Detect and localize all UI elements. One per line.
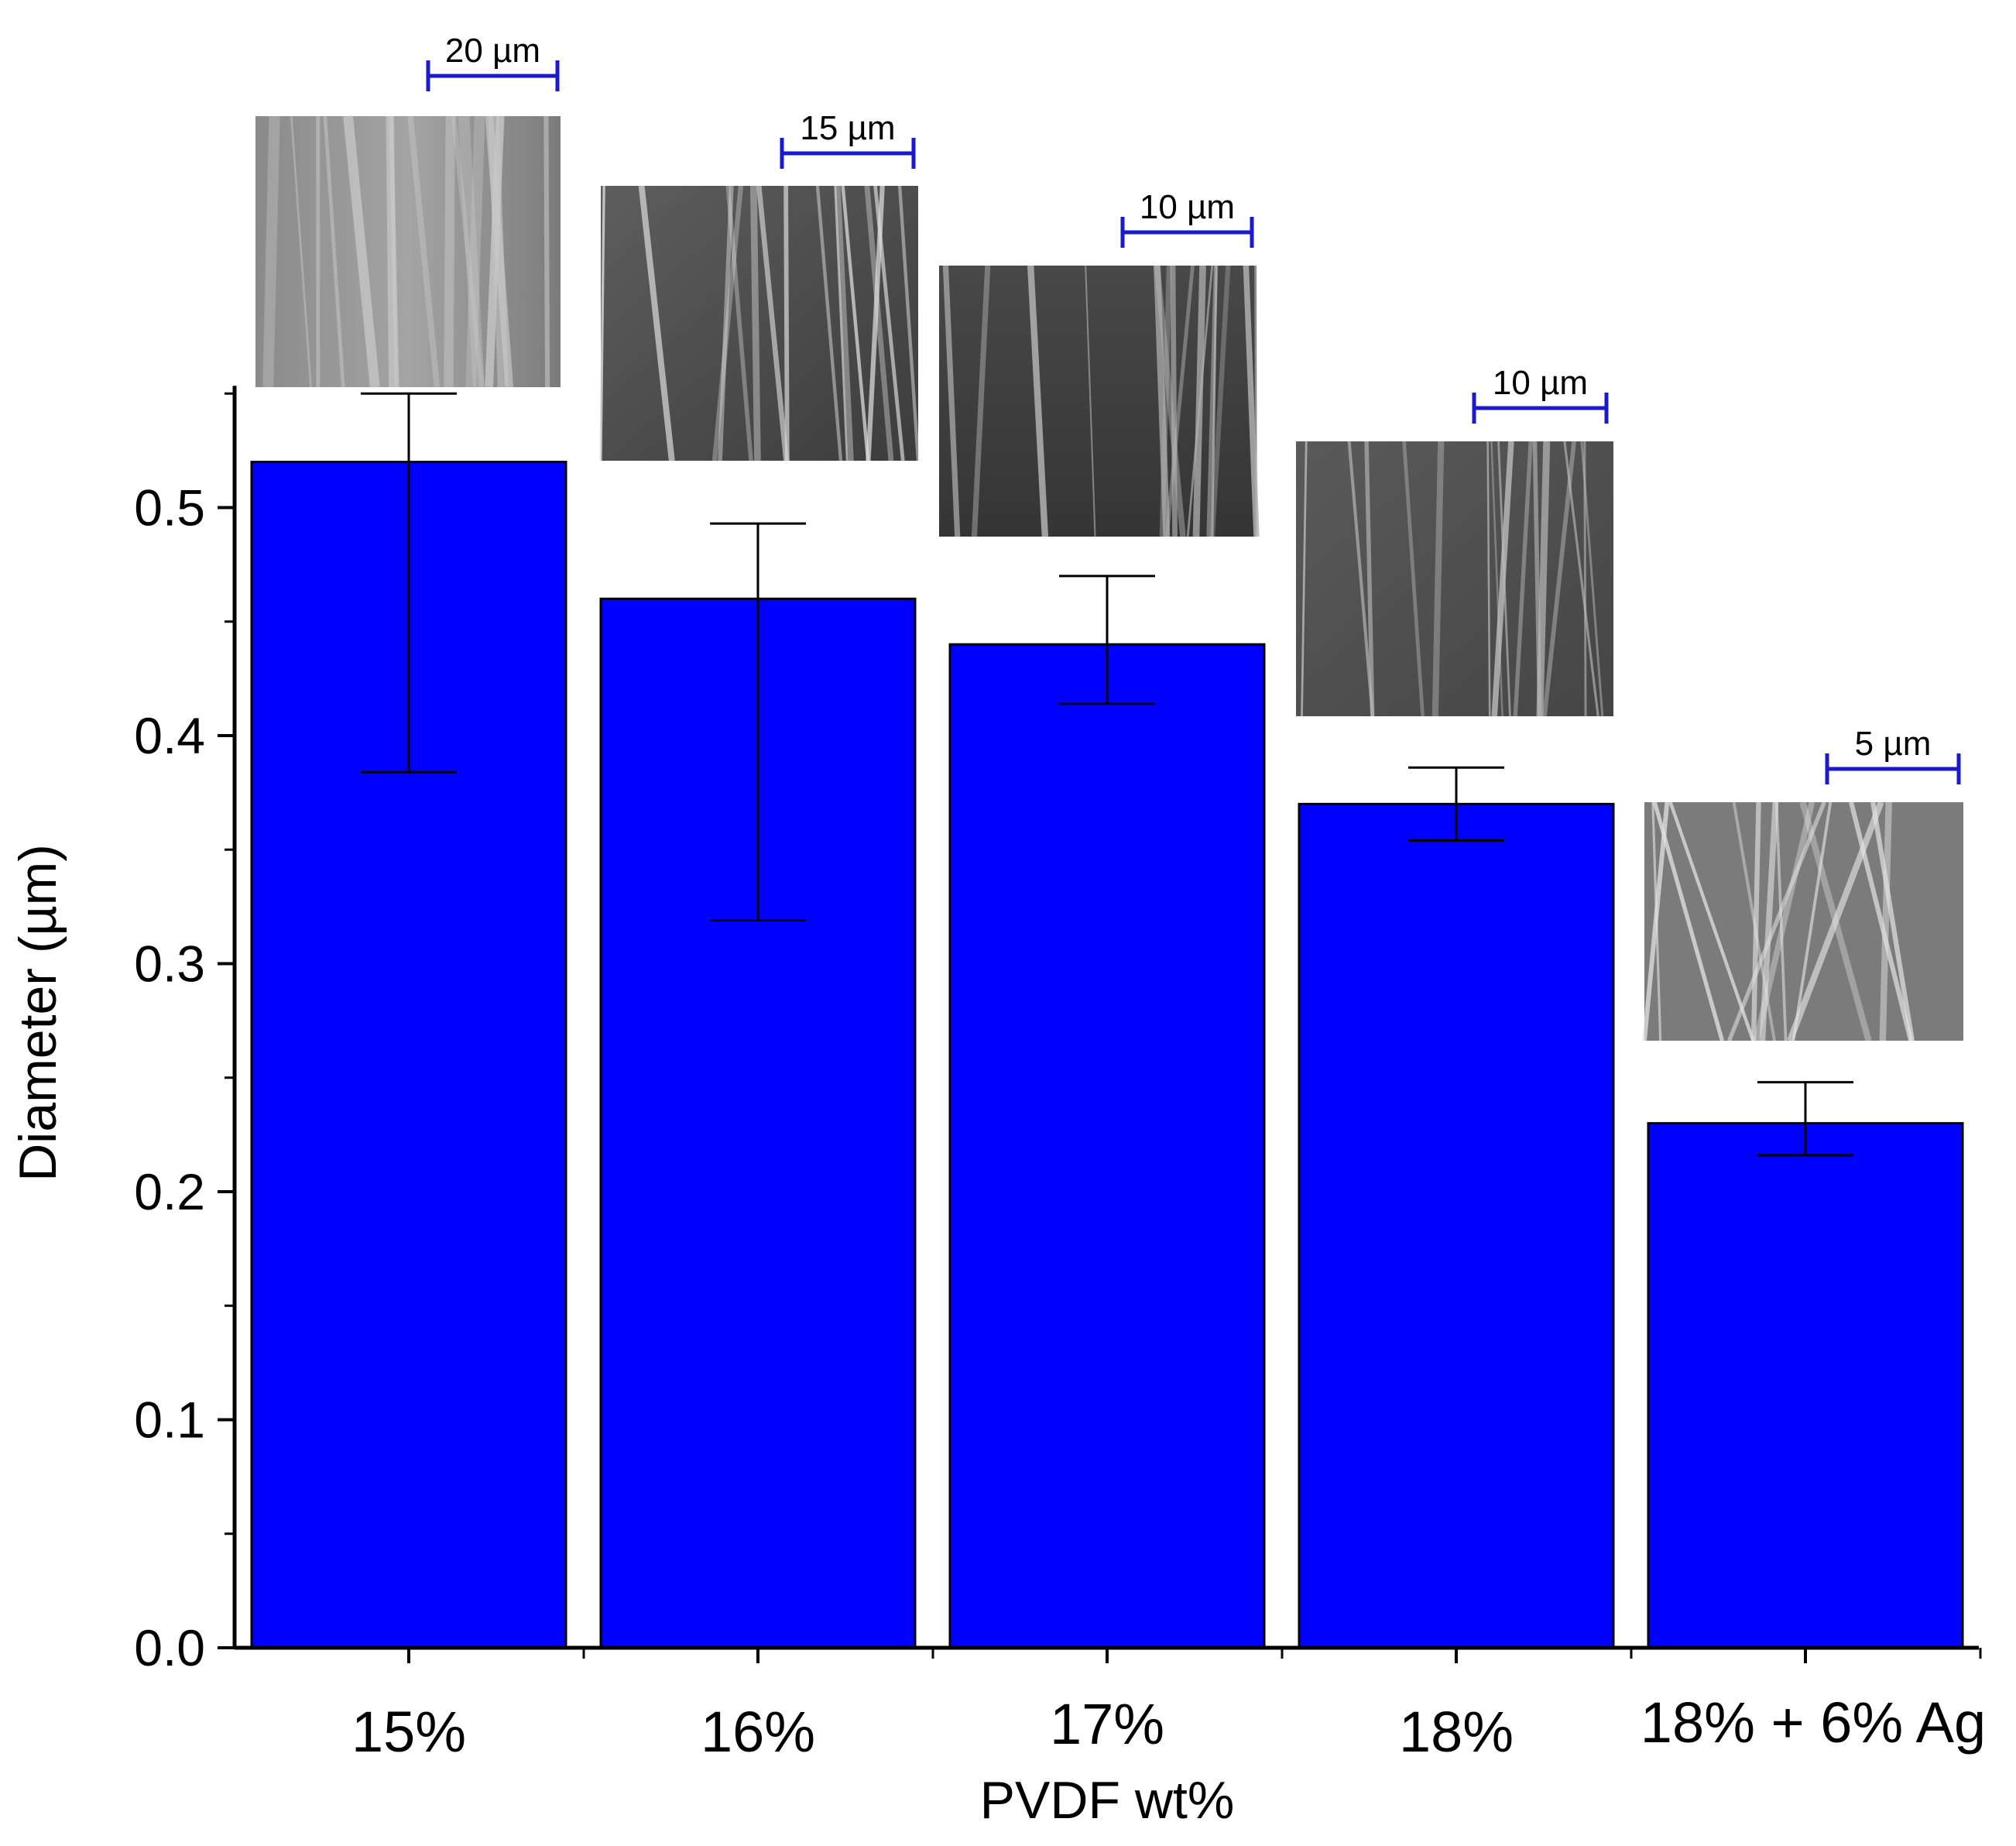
sem-fiber: [756, 185, 789, 462]
sem-fiber: [834, 185, 849, 462]
scale-bar-label: 20 µm: [445, 32, 540, 70]
sem-micrograph-inset: 20 µm: [255, 32, 561, 388]
y-tick-label: 0.3: [134, 935, 205, 993]
sem-fiber: [1750, 801, 1761, 1041]
sem-fiber: [1879, 801, 1892, 1041]
sem-fiber: [1159, 265, 1172, 537]
x-tick-label: 16%: [701, 1700, 815, 1764]
sem-fiber: [1491, 441, 1514, 717]
sem-image-background: [1296, 441, 1613, 716]
sem-fiber: [1186, 265, 1214, 537]
sem-fiber: [1774, 801, 1788, 1041]
sem-fiber: [1536, 441, 1551, 717]
sem-fiber: [1870, 801, 1915, 1041]
y-tick-label: 0.5: [134, 479, 205, 537]
sem-fiber: [835, 185, 854, 462]
sem-micrograph-inset: 5 µm: [1642, 725, 1963, 1042]
sem-fiber: [262, 115, 280, 388]
scale-bar-label: 10 µm: [1140, 188, 1235, 226]
scale-bar-label: 5 µm: [1855, 725, 1932, 763]
sem-fiber: [1759, 801, 1779, 1041]
sem-fiber: [783, 185, 790, 462]
sem-fiber: [1497, 441, 1511, 717]
sem-fiber: [599, 185, 605, 462]
sem-fiber: [407, 115, 441, 388]
x-tick-label: 18%: [1399, 1700, 1514, 1764]
sem-fiber: [1402, 441, 1425, 717]
sem-fiber: [1727, 801, 1826, 1041]
sem-fiber: [1085, 265, 1096, 537]
sem-fiber: [451, 115, 485, 388]
sem-fiber: [711, 185, 744, 462]
sem-fiber: [1347, 441, 1374, 717]
x-tick-label: 17%: [1050, 1692, 1164, 1756]
sem-fiber: [485, 115, 514, 388]
sem-fiber: [1027, 265, 1049, 537]
sem-fiber: [458, 115, 485, 388]
x-tick-label: 18% + 6% Ag: [1641, 1690, 1986, 1755]
sem-micrograph-inset: 10 µm: [939, 188, 1260, 537]
sem-fiber: [1486, 441, 1491, 717]
scale-bar-label: 15 µm: [800, 109, 895, 147]
y-axis-title: Diameter (µm): [9, 844, 67, 1182]
sem-fiber: [1243, 265, 1260, 537]
sem-fiber: [1154, 265, 1171, 537]
sem-fiber: [1849, 801, 1914, 1041]
sem-fiber: [864, 185, 894, 462]
sem-fiber: [543, 115, 550, 388]
sem-fiber: [1513, 441, 1533, 717]
sem-fiber: [1211, 265, 1218, 537]
y-tick-label: 0.4: [134, 707, 205, 764]
sem-fiber: [942, 265, 961, 537]
sem-fiber: [718, 185, 734, 462]
sem-fiber: [897, 185, 921, 462]
sem-fiber: [725, 185, 753, 462]
sem-fiber: [873, 185, 905, 462]
sem-fiber: [1791, 801, 1833, 1041]
y-tick-label: 0.0: [134, 1619, 205, 1676]
sem-fiber: [1563, 441, 1599, 717]
sem-fiber: [1154, 265, 1186, 537]
sem-fiber: [1490, 441, 1503, 717]
sem-fiber: [1652, 801, 1725, 1041]
y-tick-label: 0.2: [134, 1163, 205, 1220]
sem-fiber: [1542, 441, 1577, 717]
sem-fiber: [815, 185, 843, 462]
sem-fiber: [1732, 801, 1776, 1041]
bar: [1647, 1122, 1964, 1649]
sem-fiber: [1431, 441, 1445, 717]
x-axis-title: PVDF wt%: [980, 1771, 1235, 1830]
sem-fiber: [1583, 441, 1587, 717]
sem-fiber: [971, 265, 991, 537]
sem-fiber: [1301, 441, 1308, 717]
sem-fiber: [1364, 441, 1375, 717]
scale-bar-label: 10 µm: [1493, 364, 1588, 402]
sem-fiber: [323, 115, 345, 388]
sem-micrograph-inset: 15 µm: [599, 109, 921, 462]
sem-fiber: [1787, 801, 1884, 1042]
sem-fiber: [1209, 265, 1231, 537]
sem-fiber: [1668, 801, 1755, 1041]
sem-fiber: [386, 115, 397, 388]
y-tick-label: 0.1: [134, 1391, 205, 1449]
sem-fiber: [1651, 801, 1662, 1041]
sem-fiber: [841, 185, 870, 462]
sem-fiber: [290, 115, 312, 388]
sem-fiber: [1170, 265, 1178, 537]
sem-fiber: [465, 115, 485, 388]
sem-fiber: [638, 185, 675, 462]
sem-micrograph-inset: 10 µm: [1296, 364, 1613, 717]
sem-fiber: [1164, 265, 1195, 537]
sem-fiber: [343, 115, 380, 388]
bar: [1298, 802, 1615, 1649]
sem-fiber: [444, 115, 455, 388]
x-tick-label: 15%: [351, 1700, 466, 1764]
sem-fiber: [749, 185, 761, 462]
bar: [948, 643, 1266, 1649]
sem-fiber: [1254, 265, 1258, 537]
